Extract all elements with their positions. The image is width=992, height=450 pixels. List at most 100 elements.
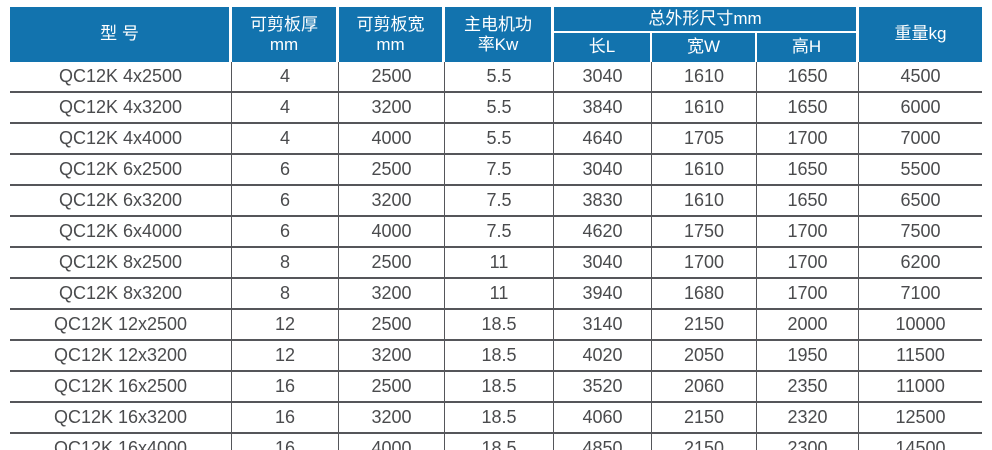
header-dim-length: 长L xyxy=(554,33,652,62)
cell-weight: 14500 xyxy=(859,434,983,450)
table-row: QC12K 4x2500 4 2500 5.5 3040 1610 1650 4500 xyxy=(10,62,983,93)
cell-dim-width: 1700 xyxy=(652,248,757,279)
cell-dim-height: 2320 xyxy=(757,403,860,434)
cell-weight: 5500 xyxy=(859,155,983,186)
cell-model: QC12K 8x3200 xyxy=(10,279,232,310)
cell-dim-width: 1705 xyxy=(652,124,757,155)
cell-motor-power: 7.5 xyxy=(445,217,554,248)
cell-dim-height: 1650 xyxy=(757,186,860,217)
cell-motor-power: 18.5 xyxy=(445,403,554,434)
table-row: QC12K 4x3200 4 3200 5.5 3840 1610 1650 6000 xyxy=(10,93,983,124)
cell-motor-power: 18.5 xyxy=(445,372,554,403)
cell-cut-thickness: 4 xyxy=(232,62,339,93)
header-cut-thickness: 可剪板厚 mm xyxy=(232,7,339,62)
cell-weight: 6000 xyxy=(859,93,983,124)
cell-dim-height: 1700 xyxy=(757,279,860,310)
header-model: 型 号 xyxy=(10,7,232,62)
cell-cut-thickness: 16 xyxy=(232,403,339,434)
table-row: QC12K 6x4000 6 4000 7.5 4620 1750 1700 7500 xyxy=(10,217,983,248)
cell-model: QC12K 16x4000 xyxy=(10,434,232,450)
cell-model: QC12K 8x2500 xyxy=(10,248,232,279)
cell-model: QC12K 12x2500 xyxy=(10,310,232,341)
cell-cut-width: 4000 xyxy=(339,434,445,450)
cell-model: QC12K 4x4000 xyxy=(10,124,232,155)
cell-model: QC12K 16x3200 xyxy=(10,403,232,434)
header-motor-power-line2: 率Kw xyxy=(477,34,519,54)
cell-dim-length: 4620 xyxy=(554,217,652,248)
cell-dim-length: 3140 xyxy=(554,310,652,341)
cell-motor-power: 18.5 xyxy=(445,341,554,372)
header-dim-height: 高H xyxy=(757,33,860,62)
cell-dim-height: 2300 xyxy=(757,434,860,450)
cell-dim-width: 1610 xyxy=(652,93,757,124)
cell-cut-thickness: 12 xyxy=(232,310,339,341)
cell-model: QC12K 6x4000 xyxy=(10,217,232,248)
cell-cut-width: 3200 xyxy=(339,93,445,124)
cell-dim-width: 2150 xyxy=(652,403,757,434)
cell-cut-width: 4000 xyxy=(339,217,445,248)
table-row: QC12K 6x2500 6 2500 7.5 3040 1610 1650 5500 xyxy=(10,155,983,186)
table-header: 型 号 可剪板厚 mm 可剪板宽 mm 主电机功 率Kw 总外形尺寸mm 重量k… xyxy=(10,7,983,62)
cell-cut-width: 3200 xyxy=(339,186,445,217)
cell-dim-width: 2060 xyxy=(652,372,757,403)
cell-dim-length: 4640 xyxy=(554,124,652,155)
cell-cut-thickness: 4 xyxy=(232,124,339,155)
cell-weight: 11000 xyxy=(859,372,983,403)
header-motor-power: 主电机功 率Kw xyxy=(445,7,554,62)
cell-motor-power: 7.5 xyxy=(445,186,554,217)
cell-cut-thickness: 6 xyxy=(232,186,339,217)
cell-dim-width: 2150 xyxy=(652,434,757,450)
cell-cut-thickness: 8 xyxy=(232,279,339,310)
header-weight: 重量kg xyxy=(859,7,983,62)
header-cut-width-unit: mm xyxy=(376,34,405,54)
cell-dim-height: 1700 xyxy=(757,217,860,248)
header-dim-width: 宽W xyxy=(652,33,757,62)
cell-dim-length: 3840 xyxy=(554,93,652,124)
cell-cut-thickness: 12 xyxy=(232,341,339,372)
cell-dim-length: 4060 xyxy=(554,403,652,434)
cell-motor-power: 5.5 xyxy=(445,62,554,93)
cell-dim-height: 1950 xyxy=(757,341,860,372)
cell-weight: 7000 xyxy=(859,124,983,155)
header-cut-thickness-unit: mm xyxy=(269,34,299,54)
table-row: QC12K 8x3200 8 3200 11 3940 1680 1700 7100 xyxy=(10,279,983,310)
cell-motor-power: 18.5 xyxy=(445,310,554,341)
cell-dim-width: 1610 xyxy=(652,186,757,217)
cell-dim-width: 1610 xyxy=(652,155,757,186)
table-row: QC12K 16x4000 16 4000 18.5 4850 2150 2300 14500 xyxy=(10,434,983,450)
cell-cut-width: 2500 xyxy=(339,248,445,279)
header-overall-dimensions-group: 总外形尺寸mm xyxy=(554,7,860,33)
cell-model: QC12K 4x2500 xyxy=(10,62,232,93)
cell-motor-power: 7.5 xyxy=(445,155,554,186)
cell-dim-length: 3040 xyxy=(554,62,652,93)
cell-cut-thickness: 6 xyxy=(232,217,339,248)
cell-motor-power: 5.5 xyxy=(445,93,554,124)
cell-cut-width: 2500 xyxy=(339,62,445,93)
cell-cut-thickness: 8 xyxy=(232,248,339,279)
cell-motor-power: 18.5 xyxy=(445,434,554,450)
cell-weight: 7100 xyxy=(859,279,983,310)
cell-cut-width: 3200 xyxy=(339,279,445,310)
cell-dim-width: 1750 xyxy=(652,217,757,248)
cell-dim-length: 4850 xyxy=(554,434,652,450)
table-row: QC12K 4x4000 4 4000 5.5 4640 1705 1700 7000 xyxy=(10,124,983,155)
cell-dim-height: 2000 xyxy=(757,310,860,341)
cell-model: QC12K 16x2500 xyxy=(10,372,232,403)
cell-cut-width: 2500 xyxy=(339,155,445,186)
cell-weight: 11500 xyxy=(859,341,983,372)
header-cut-width-line1: 可剪板宽 xyxy=(356,14,425,34)
cell-dim-length: 3040 xyxy=(554,155,652,186)
cell-weight: 6500 xyxy=(859,186,983,217)
cell-dim-length: 3830 xyxy=(554,186,652,217)
cell-cut-width: 2500 xyxy=(339,372,445,403)
cell-model: QC12K 6x3200 xyxy=(10,186,232,217)
cell-dim-length: 4020 xyxy=(554,341,652,372)
header-cut-thickness-line1: 可剪板厚 xyxy=(250,14,318,34)
header-cut-width: 可剪板宽 mm xyxy=(339,7,445,62)
cell-dim-width: 2150 xyxy=(652,310,757,341)
table-row: QC12K 6x3200 6 3200 7.5 3830 1610 1650 6500 xyxy=(10,186,983,217)
cell-cut-width: 2500 xyxy=(339,310,445,341)
cell-motor-power: 11 xyxy=(445,248,554,279)
cell-cut-thickness: 16 xyxy=(232,434,339,450)
